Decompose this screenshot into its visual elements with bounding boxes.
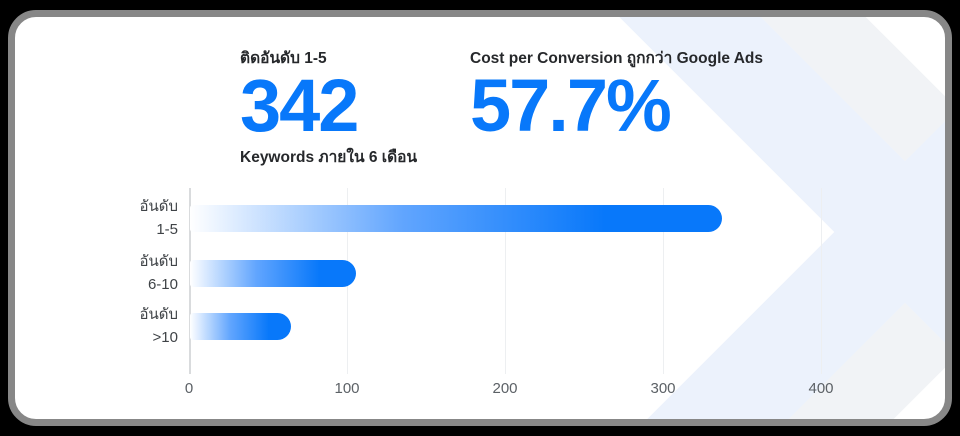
category-label: อันดับ 6-10 [139,253,178,293]
x-axis-tick-label: 100 [334,380,360,397]
stat-keywords-value: 342 [240,64,359,147]
stat-keywords-title: ติดอันดับ 1-5 [240,50,327,67]
ranking-bar-chart: 0 100 200 300 400 อันดับ 1-5 อันดับ 6-10 อันดับ >1… [15,17,945,419]
x-axis-tick-label: 400 [808,380,834,397]
stat-keywords-subtitle: Keywords ภายใน 6 เดือน [240,148,418,166]
x-axis-tick-label: 0 [184,380,194,397]
stat-cpc-title: Cost per Conversion ถูกกว่า Google Ads [470,50,764,67]
bar-อันดับ 1-5 [190,205,722,232]
gridline [663,188,664,374]
gridline [505,188,506,374]
x-axis-tick-label: 300 [650,380,676,397]
bar-อันดับ >10 [190,313,291,340]
stat-keywords-ranked: ติดอันดับ 1-5 342 Keywords ภายใน 6 เดือน [240,48,417,168]
category-label: อันดับ >10 [139,306,178,346]
stat-cpc-value: 57.7% [470,64,672,147]
stats-card: ติดอันดับ 1-5 342 Keywords ภายใน 6 เดือน… [8,10,952,426]
bar-อันดับ 6-10 [190,260,356,287]
gridline [821,188,822,374]
stat-cost-per-conversion: Cost per Conversion ถูกกว่า Google Ads 5… [470,48,764,147]
card-content: ติดอันดับ 1-5 342 Keywords ภายใน 6 เดือน… [15,17,945,419]
x-axis-tick-label: 200 [492,380,518,397]
category-label: อันดับ 1-5 [139,198,178,238]
